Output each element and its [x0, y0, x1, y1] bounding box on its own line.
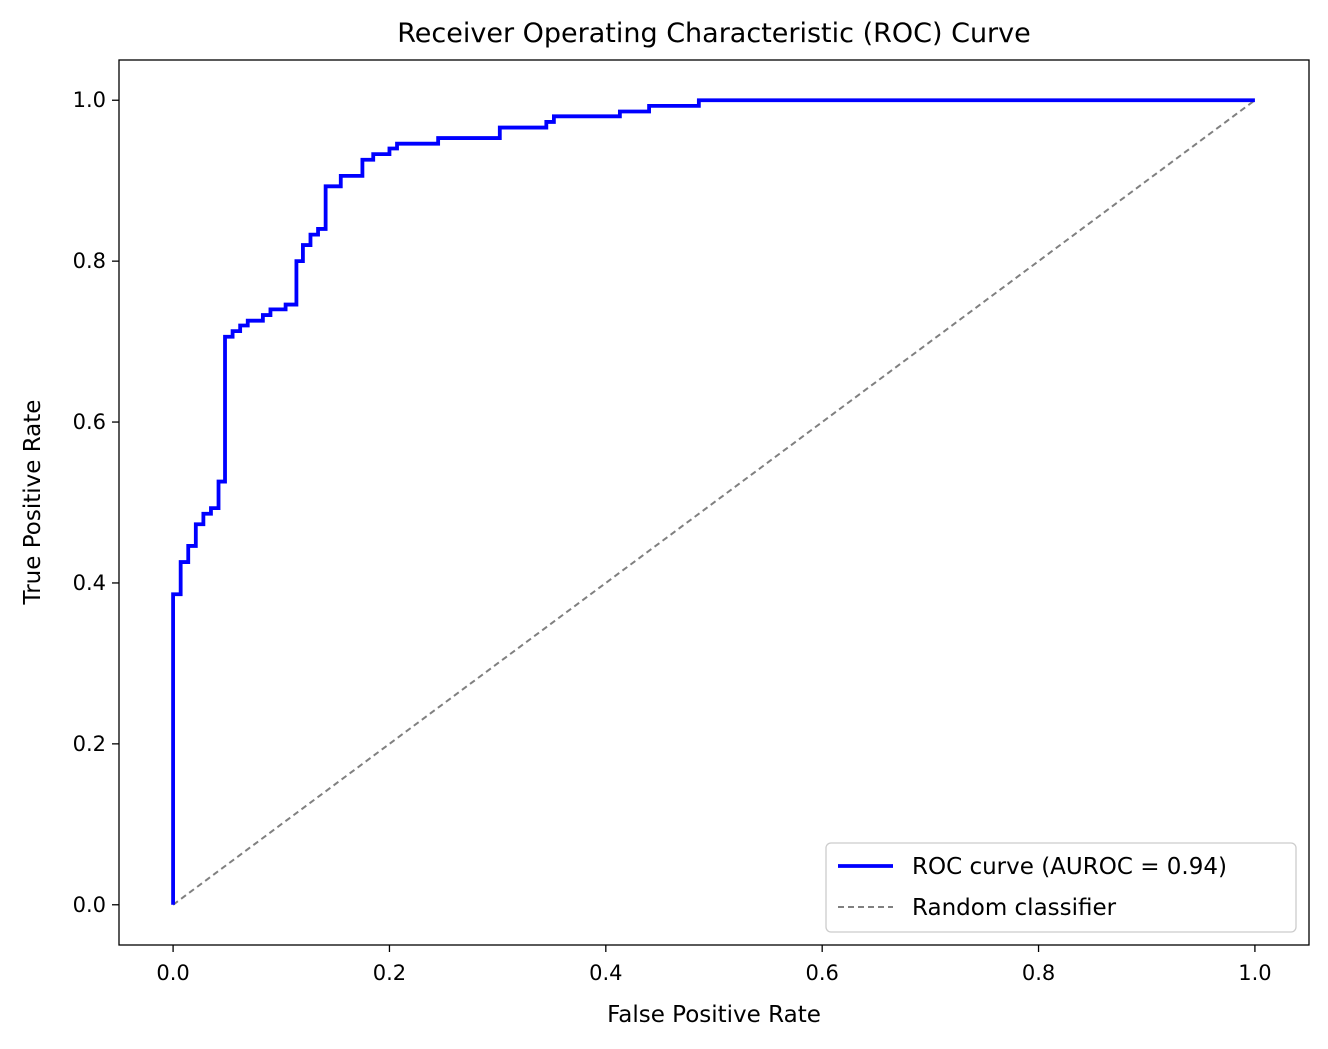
legend-label-roc-curve: ROC curve (AUROC = 0.94): [912, 854, 1227, 880]
axes-frame: [118, 59, 1310, 946]
roc-curve-line: [171, 98, 1255, 905]
y-tick-label: 0.6: [73, 410, 106, 434]
y-axis-label: True Positive Rate: [20, 400, 46, 606]
legend-label-random-classifier: Random classifier: [912, 895, 1117, 921]
x-tick-label: 1.0: [1238, 961, 1271, 985]
y-axis-ticks: 0.0 0.2 0.4 0.6 0.8 1.0: [73, 88, 119, 917]
y-tick-label: 0.8: [73, 249, 106, 273]
y-tick-label: 0.0: [73, 893, 106, 917]
y-tick-label: 0.4: [73, 571, 106, 595]
y-tick-label: 0.2: [73, 732, 106, 756]
chart-title: Receiver Operating Characteristic (ROC) …: [397, 18, 1031, 49]
x-tick-label: 0.8: [1022, 961, 1055, 985]
plot-area: [118, 59, 1310, 946]
x-tick-label: 0.6: [805, 961, 838, 985]
x-axis-label: False Positive Rate: [607, 1002, 821, 1028]
x-tick-label: 0.4: [589, 961, 622, 985]
legend-box: [825, 842, 1297, 933]
y-tick-label: 1.0: [73, 88, 106, 112]
series-layer: [171, 98, 1256, 906]
random-classifier-line: [172, 99, 1256, 906]
legend: ROC curve (AUROC = 0.94) Random classifi…: [825, 842, 1297, 933]
x-tick-label: 0.2: [373, 961, 406, 985]
x-tick-label: 0.0: [156, 961, 189, 985]
x-axis-ticks: 0.0 0.2 0.4 0.6 0.8 1.0: [156, 945, 1272, 985]
